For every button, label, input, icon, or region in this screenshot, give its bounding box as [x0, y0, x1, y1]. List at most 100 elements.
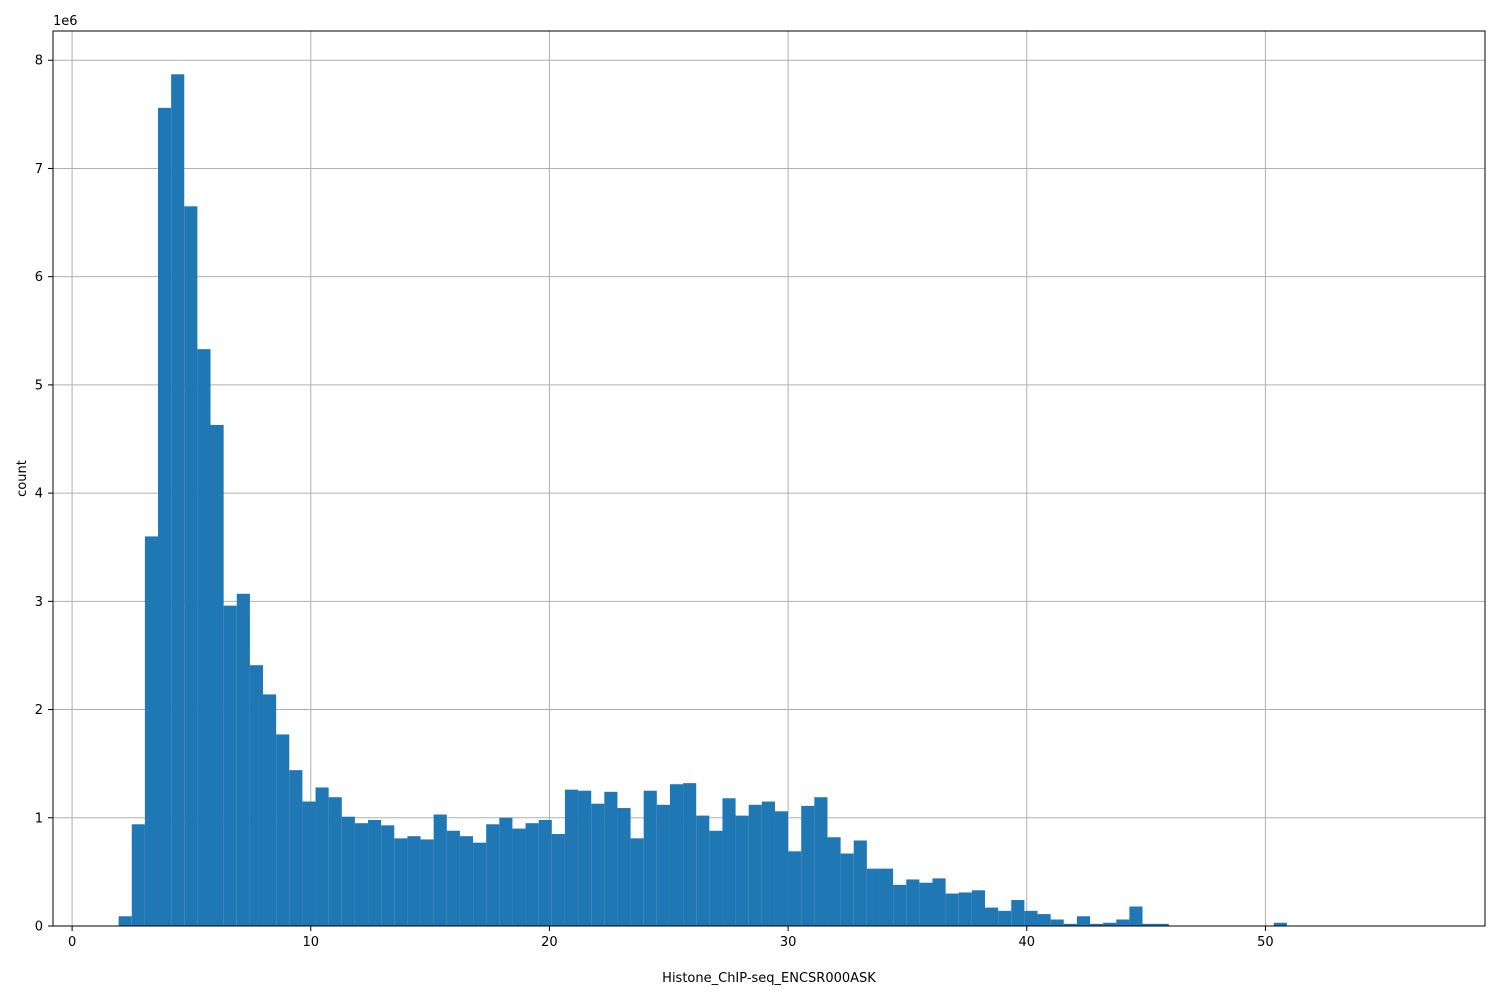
histogram-bar	[932, 878, 946, 926]
histogram-bar	[328, 797, 342, 926]
histogram-bar	[341, 816, 355, 926]
histogram-bar	[381, 825, 395, 926]
histogram-bar	[210, 424, 224, 926]
axis-ticks: 0 10 20 30 40 50 0 1 2 3 4 5 6 7 8	[35, 54, 1274, 950]
y-axis-multiplier: 1e6	[53, 14, 78, 29]
histogram-bar	[197, 349, 211, 926]
histogram-bar	[223, 605, 237, 926]
histogram-bar	[1103, 922, 1117, 926]
histogram-bar	[486, 824, 500, 926]
histogram-bar	[512, 828, 526, 926]
y-tick-label: 6	[35, 270, 43, 285]
histogram-bar	[683, 783, 697, 926]
y-tick-label: 3	[35, 595, 43, 610]
histogram-bar	[669, 784, 684, 926]
y-tick-label: 0	[35, 920, 43, 935]
y-tick-label: 8	[35, 54, 43, 69]
histogram-bar	[696, 815, 710, 926]
histogram-bar	[591, 803, 605, 926]
histogram-bar	[748, 804, 762, 926]
histogram-bars	[118, 74, 1287, 927]
histogram-bar	[656, 804, 670, 926]
y-tick-label: 4	[35, 487, 43, 502]
histogram-bar	[315, 787, 329, 926]
histogram-bar	[761, 801, 775, 926]
histogram-bar	[1050, 919, 1064, 926]
plot-frame	[52, 30, 1486, 927]
histogram-bar	[879, 868, 894, 926]
histogram-bar	[289, 770, 303, 926]
histogram-bar	[525, 823, 539, 926]
histogram-bar	[551, 834, 565, 926]
histogram-bar	[906, 879, 920, 926]
y-tick-label: 2	[35, 703, 43, 718]
histogram-bar	[604, 791, 618, 926]
x-tick-label: 10	[302, 935, 319, 950]
histogram-bar	[1076, 916, 1091, 926]
x-tick-label: 20	[541, 935, 558, 950]
histogram-bar	[473, 842, 487, 926]
histogram-bar	[171, 74, 185, 926]
histogram-bar	[354, 823, 369, 926]
histogram-bar	[184, 206, 198, 926]
x-axis-label: Histone_ChIP-seq_ENCSR000ASK	[662, 971, 876, 986]
histogram-bar	[1155, 923, 1169, 926]
histogram-bar	[1273, 922, 1287, 926]
histogram-bar	[1011, 900, 1025, 926]
histogram-bar	[578, 790, 592, 926]
histogram-bar	[919, 882, 933, 926]
histogram-bar	[1129, 906, 1143, 926]
histogram-bar	[276, 734, 290, 926]
histogram-bar	[945, 893, 959, 926]
histogram-bar	[446, 830, 460, 926]
histogram-bar	[1090, 923, 1104, 926]
histogram-bar	[958, 892, 972, 926]
histogram-bar	[394, 838, 408, 926]
y-tick-label: 1	[35, 811, 43, 826]
histogram-bar	[774, 811, 789, 926]
y-tick-label: 5	[35, 378, 43, 393]
histogram-bar	[144, 536, 159, 926]
histogram-bar	[433, 814, 447, 926]
histogram-bar	[564, 789, 579, 926]
histogram-bar	[459, 836, 474, 926]
histogram-bar	[893, 884, 907, 926]
histogram-bar	[158, 107, 172, 927]
histogram-bar	[263, 694, 277, 926]
x-tick-label: 30	[780, 935, 797, 950]
histogram-bar	[709, 830, 723, 926]
histogram-bar	[1116, 919, 1130, 926]
histogram-bar	[722, 798, 736, 926]
histogram-bar	[118, 916, 132, 926]
histogram-bar	[1142, 923, 1156, 926]
x-tick-label: 50	[1257, 935, 1274, 950]
histogram-bar	[368, 819, 382, 926]
histogram-bar	[984, 907, 999, 926]
histogram-bar	[788, 851, 802, 926]
histogram-bar	[538, 819, 552, 926]
histogram-bar	[1063, 923, 1077, 926]
histogram-bar	[814, 797, 828, 926]
histogram-bar	[630, 838, 644, 926]
histogram-bar	[840, 853, 854, 926]
histogram-bar	[1024, 910, 1038, 926]
histogram-bar	[998, 910, 1012, 926]
histogram-bar	[420, 839, 434, 926]
x-tick-label: 40	[1018, 935, 1035, 950]
histogram-bar	[735, 815, 749, 926]
histogram-bar	[249, 665, 264, 926]
histogram-bar	[827, 837, 841, 926]
histogram-bar	[853, 840, 867, 926]
histogram-bar	[801, 805, 815, 926]
histogram-bar	[617, 808, 631, 926]
histogram-bar	[407, 836, 421, 926]
histogram-bar	[236, 593, 250, 926]
y-tick-label: 7	[35, 162, 43, 177]
histogram-bar	[866, 868, 880, 926]
histogram-bar	[643, 790, 657, 926]
histogram-bar	[131, 824, 145, 926]
histogram-bar	[499, 817, 513, 926]
histogram-bar	[971, 890, 985, 926]
y-axis-label: count	[15, 460, 30, 497]
